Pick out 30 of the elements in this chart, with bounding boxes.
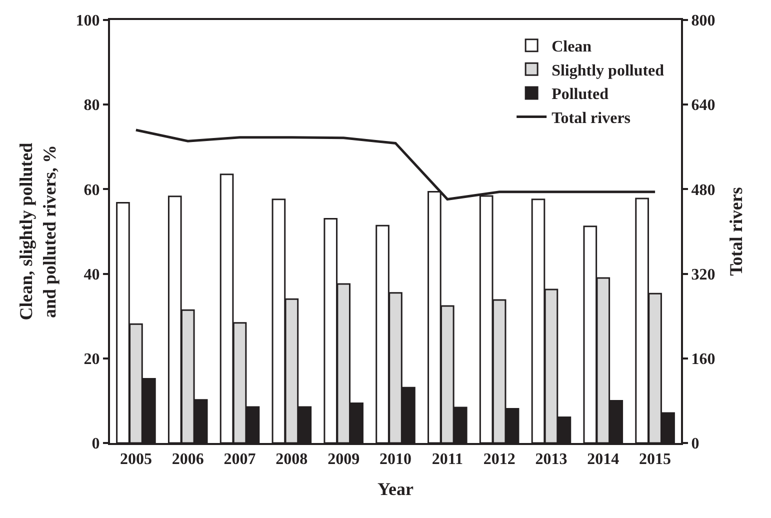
y2-tick-label: 0 [691,436,700,453]
x-tick-label: 2014 [587,451,620,468]
y2-axis-title: Total rivers [726,187,746,276]
x-tick-label: 2006 [172,451,204,468]
x-tick-label: 2012 [483,451,516,468]
y2-tick-label: 800 [691,12,716,30]
y2-tick-label: 160 [691,351,716,368]
legend-label: Slightly polluted [552,62,664,80]
x-tick-label: 2015 [639,451,672,468]
x-tick-label: 2008 [276,451,308,468]
y2-tick-label: 480 [691,182,716,199]
y-axis-title: Clean, slightly polluted and polluted rivers, % [16,142,60,320]
y-tick-label: 100 [76,12,100,30]
y-tick-label: 40 [84,266,100,284]
x-tick-label: 2011 [432,451,463,468]
legend-label: Polluted [552,86,609,104]
x-tick-label: 2007 [224,451,256,468]
y-tick-label: 0 [92,436,100,453]
y2-tick-label: 320 [691,266,716,284]
x-tick-label: 2010 [380,451,412,468]
y-tick-label: 20 [84,351,100,368]
y2-tick-label: 640 [691,97,716,114]
legend-label: Total rivers [552,110,631,127]
x-tick-label: 2009 [328,451,360,468]
y-tick-label: 60 [84,182,100,199]
x-tick-label: 2005 [120,451,152,468]
y-tick-label: 80 [84,97,100,114]
x-axis-title: Year [378,478,414,499]
x-tick-label: 2013 [535,451,568,468]
legend-label: Clean [552,38,592,56]
